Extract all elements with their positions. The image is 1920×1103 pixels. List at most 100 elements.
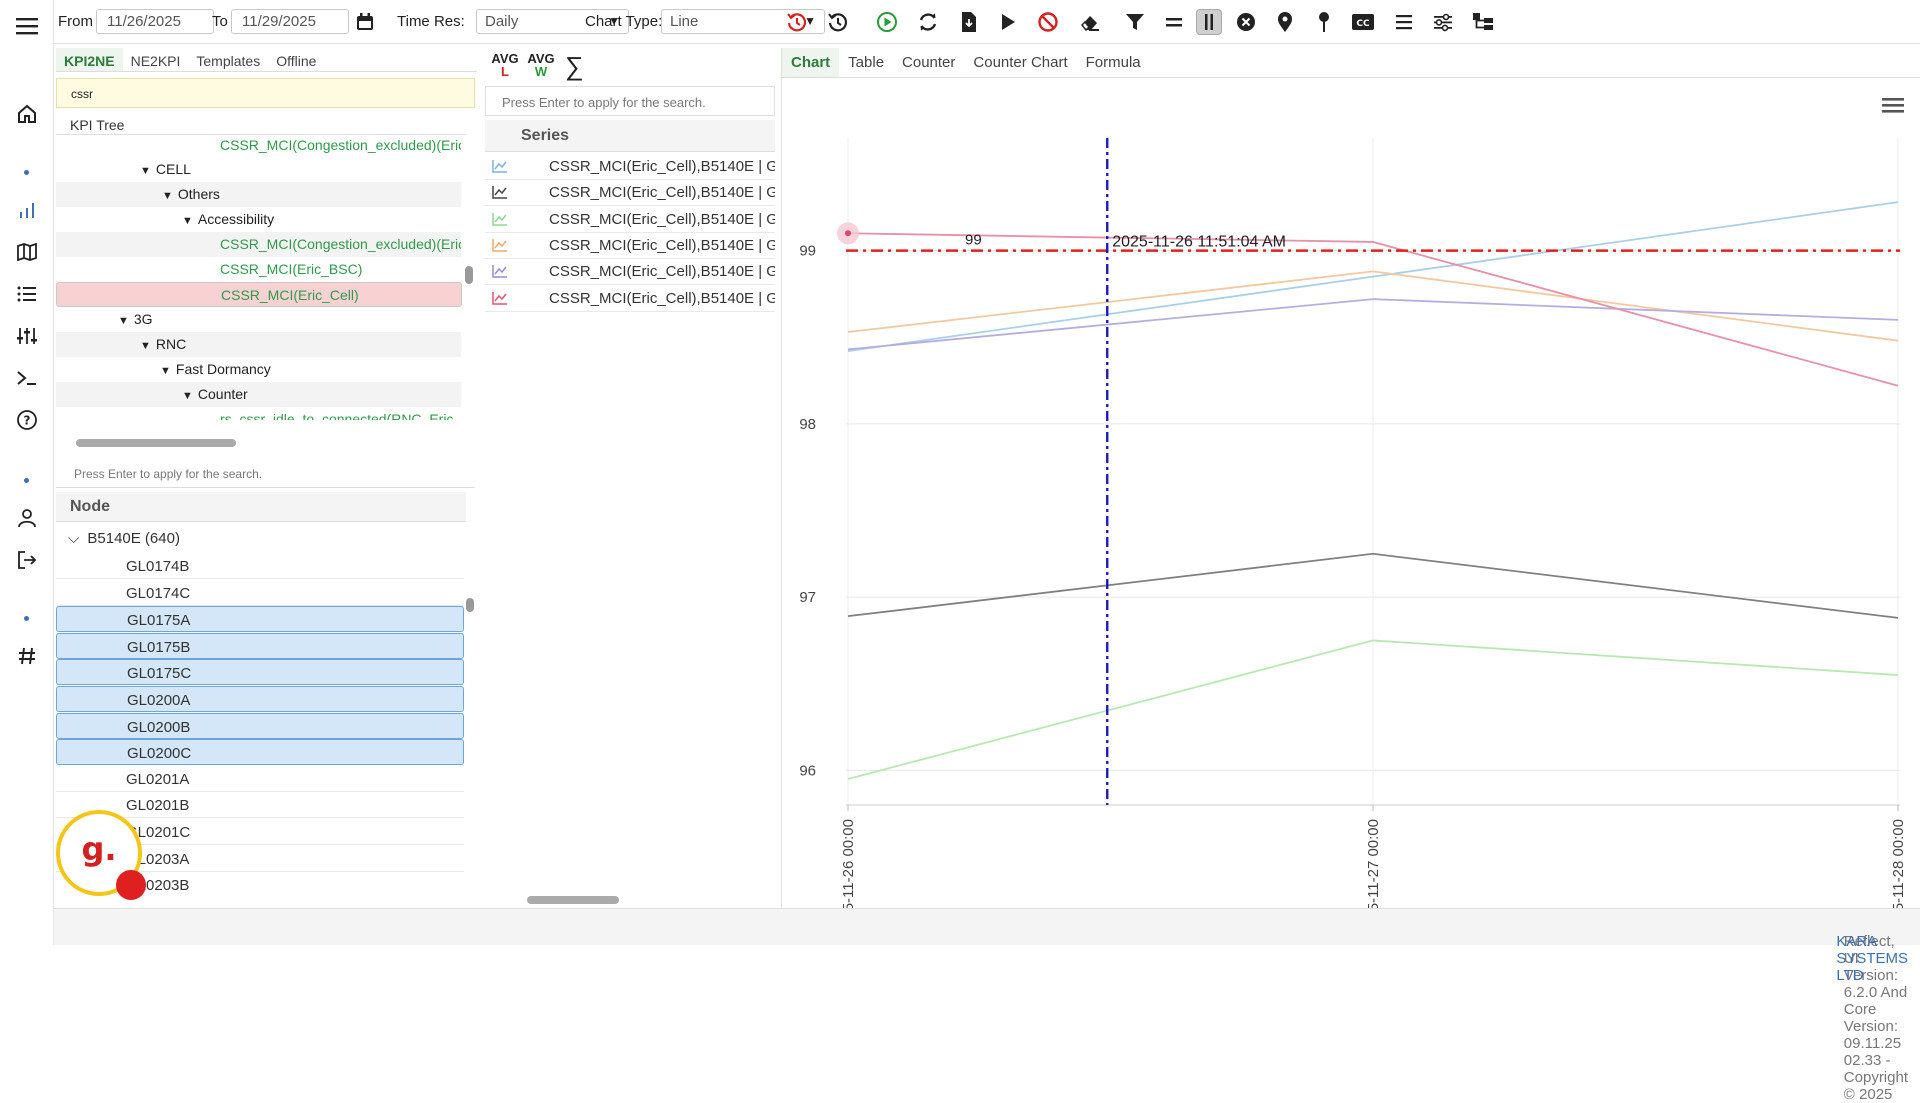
tree-item[interactable]: ▼ Others — [56, 182, 461, 207]
settings-sliders-icon[interactable] — [1430, 9, 1456, 35]
footer-company-link[interactable]: KARA SYSTEMS LTD — [1836, 933, 1908, 984]
tab-offline[interactable]: Offline — [276, 53, 317, 69]
node-group[interactable]: ⌵ B5140E (640) — [68, 530, 180, 547]
series-column-header[interactable]: Series — [485, 120, 775, 152]
list-icon[interactable] — [13, 280, 41, 308]
series-search-input[interactable]: Press Enter to apply for the search. — [485, 86, 775, 116]
tree-item[interactable]: ▼ 3G — [56, 307, 461, 332]
sum-icon[interactable]: ∑ — [565, 51, 584, 81]
hash-icon[interactable] — [13, 642, 41, 670]
time-res-select[interactable]: Daily ▼ — [476, 9, 629, 34]
map-icon[interactable] — [13, 238, 41, 266]
triangle-down-icon[interactable]: ▼ — [140, 340, 151, 352]
tab-chart[interactable]: Chart — [782, 48, 840, 77]
history-icon[interactable] — [825, 9, 851, 35]
play-icon[interactable] — [995, 9, 1021, 35]
node-list-item[interactable]: GL0200B — [56, 712, 464, 739]
node-list-item[interactable]: GL0174C — [56, 580, 464, 606]
help-icon[interactable]: ? — [13, 406, 41, 434]
node-list-scrollbar[interactable] — [466, 598, 474, 612]
chart-bar-icon[interactable] — [13, 196, 41, 224]
tree-item[interactable]: rs_cssr_idle_to_connected(RNC_Eric — [56, 407, 461, 420]
file-download-icon[interactable] — [956, 9, 982, 35]
node-list-item[interactable]: GL0200C — [56, 739, 464, 766]
node-list-item[interactable]: GL0201B — [56, 792, 464, 819]
sidebar-separator-dot — [24, 478, 29, 483]
series-row[interactable]: CSSR_MCI(Eric_Cell),B5140E | GL — [485, 259, 775, 286]
hamburger-menu-icon[interactable] — [13, 12, 41, 40]
pause-lines-icon[interactable] — [1196, 9, 1222, 35]
tab-templates[interactable]: Templates — [196, 53, 261, 69]
chevron-down-icon[interactable]: ⌵ — [68, 530, 80, 547]
kpi-search-input[interactable]: cssr — [56, 78, 475, 108]
eraser-icon[interactable] — [1077, 9, 1103, 35]
tab-ne2kpi[interactable]: NE2KPI — [130, 53, 181, 69]
tab-counter[interactable]: Counter — [902, 54, 956, 71]
tree-item-selected[interactable]: CSSR_MCI(Eric_Cell) — [56, 282, 462, 307]
triangle-down-icon[interactable]: ▼ — [160, 365, 171, 377]
series-row[interactable]: CSSR_MCI(Eric_Cell),B5140E | GL — [485, 180, 775, 207]
tree-item[interactable]: ▼ Fast Dormancy — [56, 357, 461, 382]
refresh-icon[interactable] — [915, 9, 941, 35]
series-row[interactable]: CSSR_MCI(Eric_Cell),B5140E | GL — [485, 286, 775, 312]
user-icon[interactable] — [13, 504, 41, 532]
series-row[interactable]: CSSR_MCI(Eric_Cell),B5140E | GL — [485, 154, 775, 180]
tree-item[interactable]: ▼ Accessibility — [56, 207, 461, 232]
sidebar-separator-dot — [24, 616, 29, 621]
history-back-red-icon[interactable] — [784, 9, 810, 35]
series-hscrollbar[interactable] — [527, 896, 619, 904]
triangle-down-icon[interactable]: ▼ — [182, 390, 193, 402]
node-list-item[interactable]: GL0175C — [56, 659, 464, 686]
node-list-item[interactable]: GL0175A — [56, 606, 464, 633]
node-group-label: B5140E (640) — [87, 530, 180, 547]
tab-counter-chart[interactable]: Counter Chart — [973, 54, 1068, 71]
series-label: CSSR_MCI(Eric_Cell),B5140E | GL — [549, 210, 775, 228]
assistant-logo-button[interactable]: g. — [56, 810, 146, 900]
triangle-down-icon[interactable]: ▼ — [140, 165, 151, 177]
terminal-icon[interactable] — [13, 364, 41, 392]
tree-item[interactable]: CSSR_MCI(Congestion_excluded)(Eric — [56, 232, 461, 257]
equals-icon[interactable] — [1161, 9, 1187, 35]
tree-item[interactable]: ▼ RNC — [56, 332, 461, 357]
hierarchy-tree-icon[interactable] — [1470, 9, 1496, 35]
filter-icon[interactable] — [1122, 9, 1148, 35]
closed-caption-icon[interactable]: CC — [1350, 9, 1376, 35]
tab-table[interactable]: Table — [848, 54, 885, 71]
close-circle-icon[interactable] — [1233, 9, 1259, 35]
from-date-input[interactable]: 11/26/2025 — [96, 9, 214, 34]
triangle-down-icon[interactable]: ▼ — [182, 215, 193, 227]
node-list-item[interactable]: GL0174B — [56, 553, 464, 579]
avg-w-button[interactable]: AVG W — [526, 52, 556, 78]
align-lines-icon[interactable] — [1391, 9, 1417, 35]
tree-item[interactable]: ▼ Counter — [56, 382, 461, 407]
node-column-header[interactable]: Node — [56, 492, 466, 522]
logout-icon[interactable] — [13, 546, 41, 574]
play-circle-icon[interactable] — [874, 9, 900, 35]
triangle-down-icon[interactable]: ▼ — [162, 190, 173, 202]
stop-forbidden-icon[interactable] — [1035, 9, 1061, 35]
calendar-icon[interactable] — [355, 12, 375, 35]
pushpin-icon[interactable] — [1311, 9, 1337, 35]
series-row[interactable]: CSSR_MCI(Eric_Cell),B5140E | GL — [485, 233, 775, 259]
kpi-tree-hscrollbar[interactable] — [76, 439, 236, 447]
avg-l-button[interactable]: AVG L — [490, 52, 520, 78]
kpi-tree-scrollbar[interactable] — [465, 266, 473, 284]
chart-menu-icon[interactable] — [1882, 98, 1904, 113]
node-list-item[interactable]: GL0175B — [56, 632, 464, 659]
tab-formula[interactable]: Formula — [1085, 54, 1141, 71]
line-chart[interactable]: 96 97 98 99 2025-11-26 00:00 2025-11-27 00:00… — [782, 78, 1920, 908]
to-date-input[interactable]: 11/29/2025 — [231, 9, 349, 34]
tree-item[interactable]: CSSR_MCI(Eric_BSC) — [56, 257, 461, 282]
tab-kpi2ne[interactable]: KPI2NE — [56, 48, 123, 71]
map-pin-icon[interactable] — [1272, 9, 1298, 35]
node-list-item[interactable]: GL0201A — [56, 766, 464, 792]
home-icon[interactable] — [13, 100, 41, 128]
tree-item[interactable]: CSSR_MCI(Congestion_excluded)(Eric — [56, 136, 461, 158]
node-list-item[interactable]: GL0201C — [56, 819, 464, 845]
node-search-input[interactable]: Press Enter to apply for the search. — [56, 458, 475, 488]
sliders-icon[interactable] — [13, 322, 41, 350]
node-list-item[interactable]: GL0200A — [56, 686, 464, 712]
series-row[interactable]: CSSR_MCI(Eric_Cell),B5140E | GL — [485, 207, 775, 233]
tree-item[interactable]: ▼ CELL — [56, 157, 461, 182]
triangle-down-icon[interactable]: ▼ — [118, 315, 129, 327]
